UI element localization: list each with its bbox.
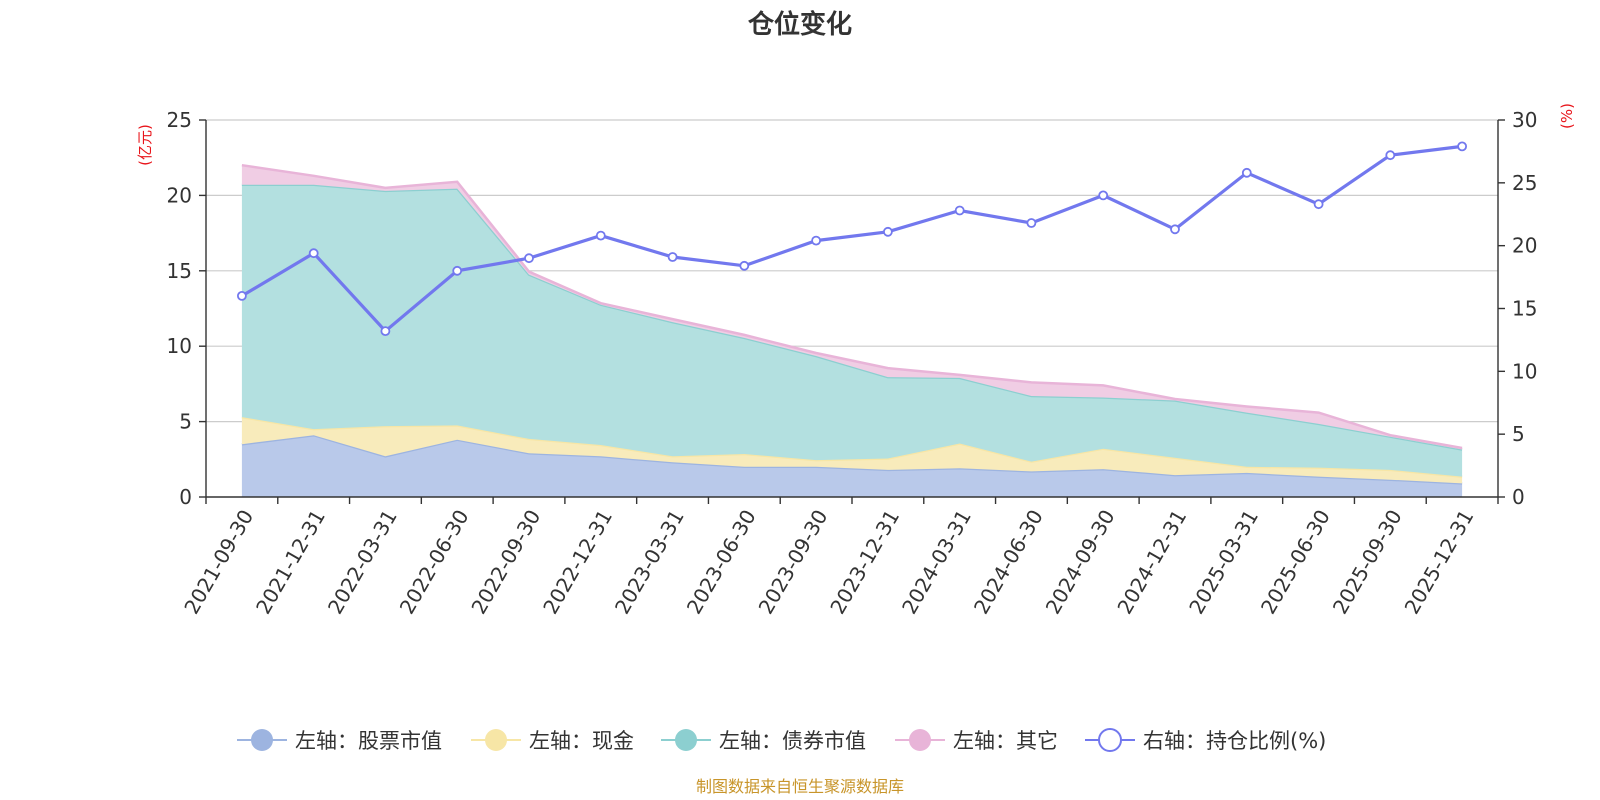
ratio-point: [236, 290, 247, 301]
right-tick-label: 5: [1512, 422, 1525, 446]
legend-marker-icon: [675, 729, 697, 751]
x-tick-label: 2023-06-30: [682, 506, 761, 619]
legend-item-5[interactable]: 右轴：持仓比例(%): [1085, 728, 1326, 753]
x-tick-label: 2022-09-30: [466, 506, 545, 619]
area-series-3: [241, 184, 1463, 477]
x-tick-label: 2024-09-30: [1041, 506, 1120, 619]
right-tick-label: 0: [1512, 485, 1525, 509]
ratio-point: [452, 265, 463, 276]
area-edge-series-4: [241, 163, 1463, 450]
x-tick-label: 2024-03-31: [897, 506, 976, 619]
ratio-point: [524, 253, 534, 264]
ratio-point: [739, 260, 750, 271]
x-tick-label: 2022-03-31: [323, 506, 402, 619]
ratio-point: [667, 252, 678, 262]
area-series-4: [241, 165, 1463, 450]
ratio-point: [1170, 224, 1180, 235]
legend-label: 左轴：债券市值: [719, 729, 866, 753]
legend-item-2[interactable]: 左轴：现金: [471, 729, 634, 753]
right-tick-label: 10: [1512, 359, 1537, 383]
legend-marker-icon: [251, 729, 273, 751]
x-tick-label: 2025-03-31: [1184, 506, 1263, 619]
ratio-line: [236, 141, 1467, 337]
ratio-point: [1026, 218, 1037, 228]
legend-label: 左轴：现金: [529, 729, 634, 753]
x-tick-label: 2023-09-30: [754, 506, 833, 619]
ratio-point: [380, 326, 391, 337]
ratio-point: [1313, 199, 1324, 210]
ratio-point: [811, 235, 821, 246]
ratio-point: [595, 230, 606, 241]
legend-marker-icon: [909, 729, 931, 751]
legend-item-1[interactable]: 左轴：股票市值: [237, 729, 442, 753]
legend-item-3[interactable]: 左轴：债券市值: [661, 729, 866, 753]
right-tick-label: 25: [1512, 171, 1537, 195]
x-tick-label: 2021-09-30: [179, 506, 258, 619]
chart-title: 仓位变化: [747, 9, 852, 40]
legend-marker-icon: [1098, 728, 1122, 752]
left-tick-label: 5: [179, 410, 192, 434]
x-tick-label: 2022-06-30: [395, 506, 474, 619]
x-tick-label: 2024-06-30: [969, 506, 1048, 619]
left-tick-label: 20: [167, 183, 192, 207]
ratio-point: [883, 226, 893, 237]
ratio-point: [954, 205, 965, 216]
left-tick-label: 25: [167, 108, 192, 132]
stacked-areas: [241, 163, 1463, 497]
ratio-point: [1241, 167, 1252, 178]
x-tick-label: 2021-12-31: [251, 506, 330, 619]
x-tick-label: 2022-12-31: [538, 506, 617, 619]
right-tick-label: 20: [1512, 234, 1537, 258]
source-note: 制图数据来自恒生聚源数据库: [696, 777, 904, 796]
legend-item-4[interactable]: 左轴：其它: [895, 729, 1058, 753]
ratio-point: [1098, 190, 1109, 201]
left-unit-label: (亿元): [136, 124, 154, 166]
x-tick-label: 2025-12-31: [1400, 506, 1479, 619]
left-tick-label: 10: [167, 334, 192, 358]
ratio-point: [308, 248, 319, 259]
right-tick-label: 15: [1512, 297, 1537, 321]
legend-label: 左轴：股票市值: [295, 729, 442, 753]
x-tick-label: 2023-03-31: [610, 506, 689, 619]
ratio-line-path: [241, 144, 1463, 334]
x-tick-label: 2024-12-31: [1112, 506, 1191, 619]
area-series-2: [241, 417, 1463, 484]
left-tick-label: 15: [167, 259, 192, 283]
right-tick-label: 30: [1512, 108, 1537, 132]
x-tick-label: 2023-12-31: [825, 506, 904, 619]
ratio-point: [1457, 141, 1467, 152]
right-unit-label: (%): [1558, 103, 1576, 129]
legend: 左轴：股票市值 左轴：现金 左轴：债券市值 左轴：其它 右轴：持仓比例(%): [237, 728, 1326, 753]
ratio-point: [1385, 150, 1396, 161]
x-tick-label: 2025-06-30: [1256, 506, 1335, 619]
legend-marker-icon: [485, 729, 507, 751]
area-series-1: [241, 435, 1463, 497]
x-tick-label: 2025-09-30: [1328, 506, 1407, 619]
legend-label: 左轴：其它: [953, 729, 1058, 753]
legend-label: 右轴：持仓比例(%): [1143, 729, 1326, 753]
left-tick-label: 0: [179, 485, 192, 509]
